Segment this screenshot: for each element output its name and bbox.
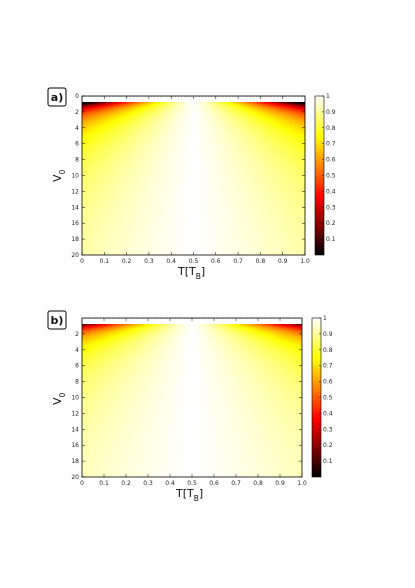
y-tick-label: 4 [75, 347, 79, 354]
y-tick-label: 6 [75, 141, 79, 148]
x-tick-label: 0.1 [99, 480, 109, 487]
colorbar-tick-label: 0.4 [326, 188, 336, 195]
x-tick-label: 0 [80, 480, 84, 487]
x-tick-label: 0.3 [143, 480, 153, 487]
x-tick-label: 0.9 [275, 480, 285, 487]
colorbar-tick-label: 0.8 [323, 347, 333, 354]
y-tick-label: 6 [75, 363, 79, 370]
x-tick-label: 0.2 [122, 258, 132, 265]
y-axis-label-a-main: V [51, 174, 64, 182]
colorbar-a-ticks: 0.1 0.2 0.3 0.4 0.5 0.6 0.7 0.8 0.9 1 [322, 93, 336, 243]
panel-a: a) 0 0.1 0.2 0.3 0.4 0.5 0.6 0.7 0.8 0.9 1.0 0 2 4 6 8… [47, 87, 336, 281]
colorbar-tick-label: 0.2 [323, 442, 333, 449]
y-axis-a: 0 2 4 6 8 10 12 14 16 18 20 [71, 93, 305, 259]
colorbar-tick-label: 0.7 [323, 363, 333, 370]
x-axis-label-b-close: ] [199, 487, 203, 500]
y-tick-label: 18 [71, 236, 79, 243]
y-axis-label-b: V0 [51, 392, 67, 405]
panel-b: b) 0 0.1 0.2 0.3 0.4 0.5 0.6 0.7 0.8 0.9 1.0 2 4 6 8 1… [47, 310, 333, 503]
y-axis-label-a-sub: 0 [58, 169, 67, 174]
colorbar-tick-label: 0.1 [326, 236, 336, 243]
panel-a-label-box [47, 87, 67, 107]
x-tick-label: 1.0 [300, 258, 310, 265]
y-tick-label: 0 [75, 93, 79, 100]
panel-b-label: b) [51, 314, 64, 327]
x-tick-label: 0.7 [233, 258, 243, 265]
y-tick-label: 16 [71, 220, 79, 227]
y-tick-label: 20 [71, 474, 79, 481]
x-tick-label: 0.6 [209, 480, 219, 487]
y-tick-label: 12 [71, 410, 79, 417]
x-tick-label: 0.4 [166, 258, 176, 265]
y-tick-label: 10 [71, 395, 79, 402]
x-tick-label: 0.6 [211, 258, 221, 265]
x-tick-label: 0.3 [144, 258, 154, 265]
colorbar-tick-label: 0.7 [326, 141, 336, 148]
y-axis-label-b-sub: 0 [58, 392, 67, 397]
colorbar-tick-label: 1 [323, 315, 327, 322]
colorbar-tick-label: 0.9 [326, 109, 336, 116]
y-tick-label: 14 [71, 204, 79, 211]
y-tick-label: 18 [71, 458, 79, 465]
x-axis-label-a-sub: B [196, 272, 201, 281]
y-axis-label-b-main: V [51, 397, 64, 405]
x-tick-label: 0.1 [100, 258, 110, 265]
y-axis-label-a: V0 [51, 169, 67, 182]
y-tick-label: 14 [71, 426, 79, 433]
y-tick-label: 2 [75, 109, 79, 116]
x-tick-label: 0.5 [189, 258, 199, 265]
heatmap-b-image [82, 324, 302, 477]
colorbar-tick-label: 0.1 [323, 458, 333, 465]
x-axis-label-b: T[TB] [175, 487, 203, 503]
colorbar-tick-label: 1 [326, 93, 330, 100]
colorbar-tick-label: 0.3 [326, 204, 336, 211]
x-axis-b: 0 0.1 0.2 0.3 0.4 0.5 0.6 0.7 0.8 0.9 1.0 [80, 318, 307, 487]
x-tick-label: 0.7 [231, 480, 241, 487]
colorbar-tick-label: 0.5 [326, 173, 336, 180]
colorbar-tick-label: 0.4 [323, 410, 333, 417]
y-tick-label: 10 [71, 173, 79, 180]
colorbar-b-ticks: 0.1 0.2 0.3 0.4 0.5 0.6 0.7 0.8 0.9 1 [319, 315, 333, 465]
x-axis-label-b-sub: B [194, 494, 199, 503]
y-tick-label: 8 [75, 157, 79, 164]
x-tick-label: 0 [80, 258, 84, 265]
heatmap-a-image [82, 102, 305, 255]
colorbar-tick-label: 0.9 [323, 331, 333, 338]
x-axis-label-a-main: T[T [177, 265, 196, 278]
x-tick-label: 0.2 [121, 480, 131, 487]
panel-a-label: a) [51, 91, 63, 104]
y-tick-label: 12 [71, 188, 79, 195]
x-axis-a: 0 0.1 0.2 0.3 0.4 0.5 0.6 0.7 0.8 0.9 1.0 [80, 96, 310, 265]
x-axis-label-b-main: T[T [175, 487, 194, 500]
x-tick-label: 0.8 [256, 258, 266, 265]
colorbar-tick-label: 0.6 [323, 379, 333, 386]
x-tick-label: 0.5 [187, 480, 197, 487]
y-tick-label: 16 [71, 442, 79, 449]
x-tick-label: 0.4 [165, 480, 175, 487]
y-axis-b: 2 4 6 8 10 12 14 16 18 20 [71, 331, 302, 481]
x-tick-label: 1.0 [297, 480, 307, 487]
y-tick-label: 4 [75, 125, 79, 132]
colorbar-tick-label: 0.8 [326, 125, 336, 132]
colorbar-tick-label: 0.3 [323, 426, 333, 433]
y-tick-label: 20 [71, 252, 79, 259]
x-axis-label-a-close: ] [201, 265, 205, 278]
colorbar-tick-label: 0.5 [323, 395, 333, 402]
panel-b-label-box [47, 310, 67, 330]
x-tick-label: 0.8 [253, 480, 263, 487]
x-tick-label: 0.9 [278, 258, 288, 265]
colorbar-tick-label: 0.2 [326, 220, 336, 227]
colorbar-tick-label: 0.6 [326, 157, 336, 164]
x-axis-label-a: T[TB] [177, 265, 205, 281]
y-tick-label: 2 [75, 331, 79, 338]
y-tick-label: 8 [75, 379, 79, 386]
